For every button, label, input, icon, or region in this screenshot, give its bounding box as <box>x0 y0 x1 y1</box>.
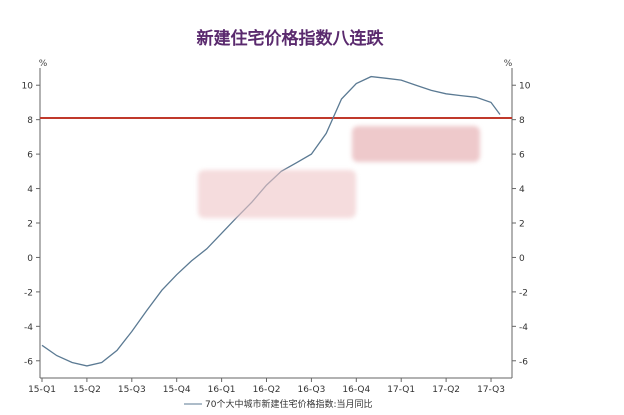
right-unit-label: % <box>504 59 513 69</box>
x-tick-label: 16-Q1 <box>208 385 236 395</box>
right-y-tick-label: 10 <box>519 82 531 92</box>
blurred-patch-middle <box>198 170 356 218</box>
left-y-tick-label: -4 <box>24 323 33 333</box>
x-tick-label: 16-Q4 <box>342 385 370 395</box>
x-tick-label: 17-Q3 <box>477 385 505 395</box>
left-y-tick-label: 8 <box>27 116 33 126</box>
x-tick-label: 17-Q2 <box>432 385 460 395</box>
right-y-tick-label: 6 <box>519 151 525 161</box>
x-tick-label: 15-Q1 <box>28 385 56 395</box>
right-y-tick-label: 4 <box>519 185 525 195</box>
legend-label: 70个大中城市新建住宅价格指数:当月同比 <box>205 398 373 410</box>
legend: 70个大中城市新建住宅价格指数:当月同比 <box>184 398 373 410</box>
blurred-overlay <box>198 126 480 218</box>
x-tick-label: 16-Q3 <box>297 385 325 395</box>
x-tick-label: 15-Q4 <box>163 385 191 395</box>
left-y-tick-label: 10 <box>22 82 34 92</box>
left-y-tick-label: 4 <box>27 185 33 195</box>
left-unit-label: % <box>39 59 48 69</box>
left-y-tick-label: -6 <box>24 357 33 367</box>
left-y-tick-label: 6 <box>27 151 33 161</box>
x-tick-label: 15-Q2 <box>73 385 101 395</box>
x-tick-label: 16-Q2 <box>253 385 281 395</box>
right-y-tick-label: 2 <box>519 220 525 230</box>
right-y-tick-label: -2 <box>519 288 528 298</box>
right-y-tick-label: -6 <box>519 357 528 367</box>
blurred-patch-upper <box>352 126 480 162</box>
chart-title: 新建住宅价格指数八连跌 <box>197 28 385 49</box>
x-tick-label: 15-Q3 <box>118 385 146 395</box>
left-y-tick-label: 2 <box>27 220 33 230</box>
axes: -6 -6 -4 -4 -2 -2 0 0 2 2 4 4 6 6 8 8 10 10 15-Q1 15-Q2 15-Q… <box>22 68 531 395</box>
right-y-tick-label: 0 <box>519 254 525 264</box>
right-y-tick-label: 8 <box>519 116 525 126</box>
left-y-tick-label: -2 <box>24 288 33 298</box>
right-y-tick-label: -4 <box>519 323 528 333</box>
x-tick-label: 17-Q1 <box>387 385 415 395</box>
left-y-tick-label: 0 <box>27 254 33 264</box>
